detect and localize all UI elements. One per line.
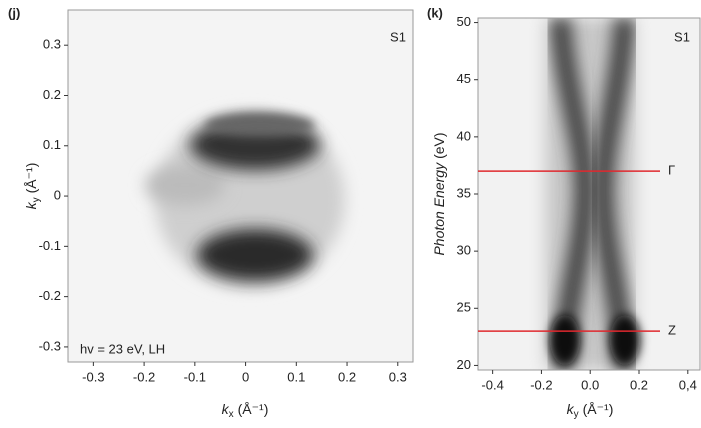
y-tick-label: 50 xyxy=(457,14,471,29)
panel-label: (k) xyxy=(427,5,443,20)
axis-subscript: x xyxy=(229,409,234,420)
y-tick-label: -0.2 xyxy=(39,288,61,303)
intensity-map xyxy=(68,10,413,362)
x-tick-label: 0.2 xyxy=(338,369,356,384)
reference-label: Z xyxy=(668,323,676,338)
y-tick-label: 45 xyxy=(457,71,471,86)
axis-symbol: k xyxy=(23,201,39,209)
annotation: hv = 23 eV, LH xyxy=(80,341,165,356)
x-tick-label: 0.0 xyxy=(581,377,599,392)
axis-unit: (Å⁻¹) xyxy=(583,401,614,417)
x-tick-label: -0.2 xyxy=(133,369,155,384)
plot-frame xyxy=(67,9,414,363)
y-tick-label: 0.2 xyxy=(43,87,61,102)
sample-label: S1 xyxy=(390,29,406,44)
axis-label: Photon Energy (eV) xyxy=(431,132,447,255)
sample-label: S1 xyxy=(674,29,690,44)
x-tick-label: 0.1 xyxy=(287,369,305,384)
x-tick-label: -0.4 xyxy=(481,377,503,392)
y-tick-label: -0.1 xyxy=(39,238,61,253)
axis-subscript: y xyxy=(31,197,42,202)
axis-subscript: y xyxy=(574,409,579,420)
axis-symbol: Photon Energy xyxy=(431,162,447,256)
y-tick-label: 35 xyxy=(457,185,471,200)
x-tick-label: 0.2 xyxy=(630,377,648,392)
axis-label: kx (Å⁻¹) xyxy=(222,401,269,420)
x-tick-label: 0.3 xyxy=(389,369,407,384)
axis-label: ky (Å⁻¹) xyxy=(23,163,42,210)
x-tick-label: -0.2 xyxy=(530,377,552,392)
y-tick-label: -0.3 xyxy=(39,338,61,353)
axis-symbol: k xyxy=(222,401,230,417)
axis-label: ky (Å⁻¹) xyxy=(567,401,614,420)
axis-symbol: k xyxy=(567,401,575,417)
y-tick-label: 25 xyxy=(457,300,471,315)
x-tick-label: -0.3 xyxy=(82,369,104,384)
reference-label: Γ xyxy=(668,163,675,178)
y-tick-label: 0.3 xyxy=(43,37,61,52)
y-tick-label: 40 xyxy=(457,128,471,143)
intensity-map xyxy=(478,18,700,370)
x-tick-label: 0 xyxy=(242,369,249,384)
x-tick-label: 0,4 xyxy=(679,377,697,392)
axis-unit: (eV) xyxy=(431,132,447,158)
axis-unit: (Å⁻¹) xyxy=(23,163,39,194)
y-tick-label: 30 xyxy=(457,243,471,258)
y-tick-label: 0 xyxy=(54,187,61,202)
y-tick-label: 20 xyxy=(457,357,471,372)
x-tick-label: -0.1 xyxy=(184,369,206,384)
panel-label: (j) xyxy=(8,5,20,20)
y-tick-label: 0.1 xyxy=(43,137,61,152)
axis-unit: (Å⁻¹) xyxy=(238,401,269,417)
